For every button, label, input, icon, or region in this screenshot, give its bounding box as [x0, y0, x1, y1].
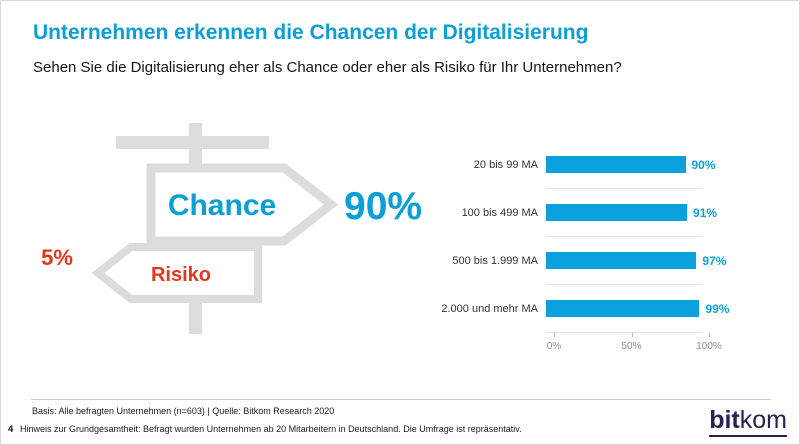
page-subtitle: Sehen Sie die Digitalisierung eher als C… — [33, 59, 622, 76]
footer-source-note: Basis: Alle befragten Unternehmen (n=603… — [32, 406, 335, 416]
risiko-value: 5% — [41, 245, 73, 270]
risiko-label: Risiko — [151, 264, 211, 286]
x-axis-tickmark — [631, 333, 633, 337]
bar-chart: 20 bis 99 MA 90% 100 bis 499 MA 91% 500 bis … — [431, 141, 781, 357]
bar-area: 90% — [546, 141, 716, 189]
x-axis: 0% 50% 100% — [547, 333, 722, 357]
x-axis-tickmark — [709, 333, 710, 337]
bar — [546, 156, 686, 173]
bar-area: 91% — [546, 189, 717, 237]
page-title: Unternehmen erkennen die Chancen der Dig… — [33, 21, 589, 44]
chance-arrow-sign — [146, 163, 339, 246]
bar-chart-rows: 20 bis 99 MA 90% 100 bis 499 MA 91% 500 bis … — [431, 141, 781, 333]
value-label: 91% — [693, 205, 718, 220]
bar-area: 99% — [546, 285, 729, 333]
x-axis-tick-label: 0% — [546, 341, 562, 352]
bitkom-logo: bitkom — [709, 408, 787, 437]
x-axis-tickmark — [554, 333, 555, 337]
logo-text-regular: kom — [739, 406, 787, 434]
chart-row: 100 bis 499 MA 91% — [431, 189, 781, 237]
bar — [546, 300, 700, 317]
value-label: 97% — [702, 253, 727, 268]
bar-area: 97% — [546, 237, 726, 285]
value-label: 99% — [705, 301, 730, 316]
risiko-arrow-sign — [91, 243, 262, 303]
signpost-cap — [189, 123, 202, 137]
bar — [546, 252, 697, 269]
category-label: 100 bis 499 MA — [461, 207, 538, 219]
signpost-graphic: Chance 90% Risiko 5% — [41, 123, 422, 334]
category-label: 2.000 und mehr MA — [441, 303, 538, 315]
chance-label: Chance — [168, 189, 276, 222]
bar — [546, 204, 688, 221]
x-axis-tick-label: 50% — [621, 341, 642, 352]
logo-text-bold: bit — [709, 406, 740, 434]
x-axis-tick-label: 100% — [696, 341, 722, 352]
chart-row: 20 bis 99 MA 90% — [431, 141, 781, 189]
chance-value: 90% — [344, 185, 422, 228]
chart-row: 500 bis 1.999 MA 97% — [431, 237, 781, 285]
footer-divider — [31, 399, 771, 400]
category-label: 20 bis 99 MA — [473, 159, 538, 171]
footer-hint-note: Hinweis zur Grundgesamtheit: Befragt wur… — [20, 424, 522, 434]
category-label: 500 bis 1.999 MA — [452, 255, 538, 267]
page-number: 4 — [8, 424, 14, 435]
value-label: 90% — [691, 157, 716, 172]
chart-row: 2.000 und mehr MA 99% — [431, 285, 781, 333]
